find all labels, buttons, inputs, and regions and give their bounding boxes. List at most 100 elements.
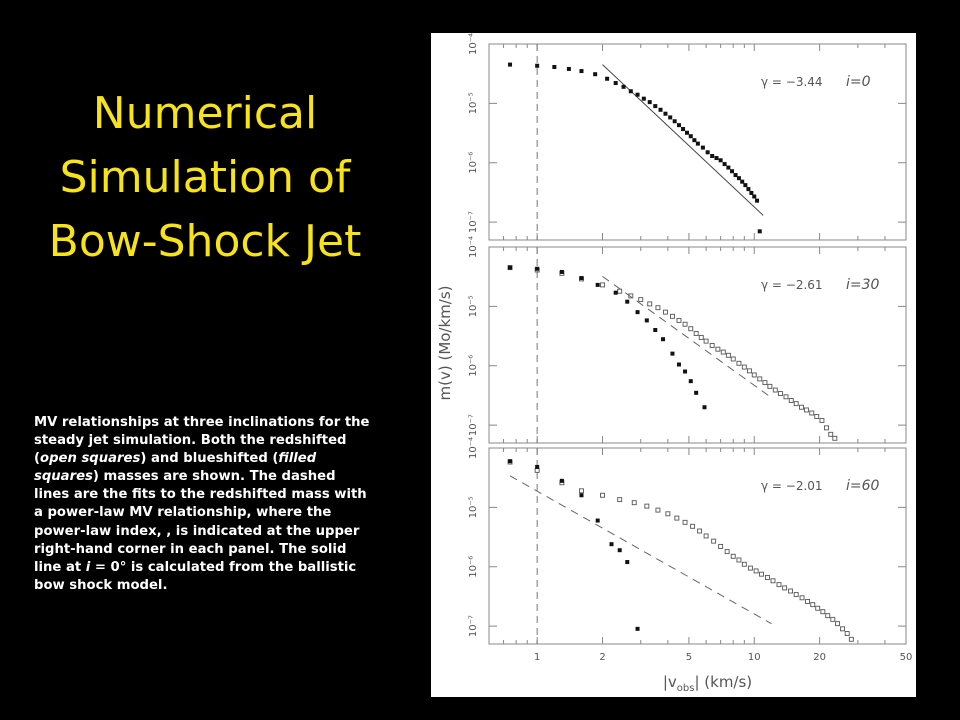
solid-fit-line — [602, 64, 764, 216]
open-square-point — [776, 582, 782, 588]
filled-square-point — [733, 173, 738, 178]
open-square-point — [670, 313, 675, 319]
y-tick-label: 10⁻⁵ — [468, 496, 479, 518]
filled-square-point — [635, 92, 640, 97]
figure-caption: MV relationships at three inclinations f… — [34, 414, 374, 595]
filled-square-point — [722, 162, 727, 167]
open-square-point — [757, 376, 763, 382]
filled-square-point — [718, 158, 723, 163]
filled-square-point — [755, 198, 760, 203]
open-square-point — [764, 575, 770, 580]
filled-square-point — [535, 266, 540, 271]
open-square-point — [788, 588, 794, 594]
y-tick-label: 10⁻⁷ — [468, 414, 479, 436]
filled-square-point — [579, 493, 584, 498]
open-square-point — [665, 511, 671, 517]
filled-square-point — [641, 96, 646, 101]
open-square-point — [783, 394, 789, 400]
open-square-point — [600, 492, 605, 498]
filled-square-point — [726, 165, 731, 170]
filled-square-point — [621, 84, 626, 89]
open-square-point — [741, 364, 747, 370]
filled-square-point — [736, 176, 741, 181]
open-square-point — [814, 413, 820, 419]
mv-chart: 10⁻⁴ 10⁻⁵ 10⁻⁶ 10⁻⁷ γ = −3.44 i=0 10⁻⁴ 10⁻⁵ 10⁻⁶… — [436, 33, 913, 694]
x-tick-label: 5 — [686, 652, 692, 663]
filled-square-point — [661, 337, 666, 342]
open-square-point — [767, 383, 773, 389]
open-square-point — [703, 533, 709, 539]
panel-frame — [488, 43, 907, 241]
open-square-point — [715, 346, 721, 352]
open-square-point — [809, 410, 815, 416]
open-square-point — [753, 568, 759, 574]
inclination-label: i=0 — [846, 74, 871, 90]
open-square-point — [647, 301, 653, 307]
open-square-point — [828, 431, 834, 437]
open-square-point — [709, 342, 715, 348]
open-square-point — [825, 613, 831, 619]
filled-square-point — [692, 138, 697, 143]
open-square-point — [820, 609, 826, 615]
filled-square-point — [683, 369, 688, 374]
open-square-point — [759, 571, 764, 577]
dashed-fit-line — [509, 475, 772, 625]
filled-square-point — [663, 111, 668, 116]
filled-square-point — [668, 115, 673, 120]
filled-square-point — [746, 187, 751, 192]
figure-panel: 10⁻⁴ 10⁻⁵ 10⁻⁶ 10⁻⁷ γ = −3.44 i=0 10⁻⁴ 10⁻⁵ 10⁻⁶… — [431, 33, 916, 697]
open-square-point — [617, 497, 623, 503]
filled-square-point — [743, 183, 748, 188]
filled-square-point — [508, 265, 513, 270]
filled-square-point — [740, 179, 745, 184]
open-square-point — [793, 592, 799, 598]
open-square-point — [746, 368, 752, 374]
open-square-point — [711, 538, 717, 544]
open-square-point — [762, 380, 768, 386]
filled-square-point — [595, 282, 600, 287]
filled-square-point — [681, 127, 686, 132]
open-square-point — [772, 387, 778, 393]
filled-square-point — [688, 379, 693, 384]
filled-square-point — [566, 66, 571, 71]
open-square-point — [830, 616, 836, 622]
filled-square-point — [508, 459, 513, 464]
y-tick-label: 10⁻⁷ — [468, 615, 479, 637]
open-square-point — [655, 507, 661, 513]
caption-em-filled-squares: filled squares — [34, 451, 317, 485]
open-square-point — [730, 553, 736, 559]
y-tick-label: 10⁻⁶ — [468, 556, 479, 578]
filled-square-point — [605, 76, 610, 81]
filled-square-point — [644, 318, 649, 323]
open-square-point — [663, 309, 668, 315]
open-square-point — [682, 321, 688, 327]
filled-square-point — [535, 63, 540, 68]
open-square-point — [703, 338, 709, 344]
open-square-point — [698, 334, 704, 340]
panel-frame — [488, 246, 907, 444]
caption-text-2: ) and blueshifted ( — [140, 451, 279, 467]
filled-square-point — [647, 100, 652, 105]
open-square-point — [720, 349, 726, 355]
open-square-point — [644, 503, 650, 509]
filled-square-point — [757, 229, 762, 234]
open-square-point — [688, 326, 694, 332]
open-square-point — [690, 523, 696, 529]
open-square-point — [617, 288, 623, 294]
filled-square-point — [609, 542, 614, 547]
filled-square-point — [625, 299, 630, 304]
open-square-point — [799, 595, 805, 601]
open-square-point — [674, 515, 680, 521]
y-tick-label: 10⁻⁴ — [468, 437, 479, 459]
open-square-point — [631, 500, 637, 506]
filled-square-point — [710, 153, 715, 158]
y-tick-label: 10⁻⁶ — [468, 355, 479, 377]
open-square-point — [534, 467, 540, 473]
y-tick-label: 10⁻⁵ — [468, 92, 479, 114]
y-tick-label: 10⁻⁴ — [468, 33, 479, 55]
x-tick-label: 50 — [900, 652, 913, 663]
filled-square-point — [730, 169, 735, 174]
open-square-point — [718, 543, 724, 549]
filled-square-point — [613, 81, 618, 86]
gamma-label: γ = −3.44 — [761, 75, 823, 89]
